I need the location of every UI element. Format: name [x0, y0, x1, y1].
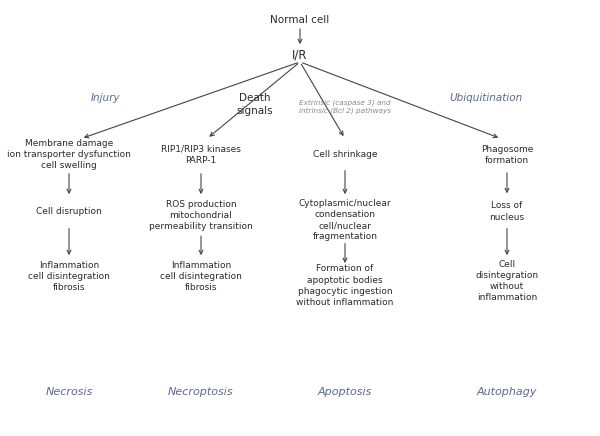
- Text: Extrinsic (caspase 3) and
intrinsic (Bcl 2) pathways: Extrinsic (caspase 3) and intrinsic (Bcl…: [299, 99, 391, 114]
- Text: I/R: I/R: [292, 48, 308, 61]
- Text: Necrosis: Necrosis: [46, 388, 92, 397]
- Text: Necroptosis: Necroptosis: [168, 388, 234, 397]
- Text: Ubiquitination: Ubiquitination: [449, 93, 523, 103]
- Text: Death
signals: Death signals: [236, 93, 274, 116]
- Text: Cell
disintegration
without
inflammation: Cell disintegration without inflammation: [475, 260, 539, 303]
- Text: Cell shrinkage: Cell shrinkage: [313, 150, 377, 159]
- Text: Autophagy: Autophagy: [477, 388, 537, 397]
- Text: Inflammation
cell disintegration
fibrosis: Inflammation cell disintegration fibrosi…: [160, 261, 242, 293]
- Text: Formation of
apoptotic bodies
phagocytic ingestion
without inflammation: Formation of apoptotic bodies phagocytic…: [296, 264, 394, 307]
- Text: Loss of
nucleus: Loss of nucleus: [490, 201, 524, 221]
- Text: Cytoplasmic/nuclear
condensation
cell/nuclear
fragmentation: Cytoplasmic/nuclear condensation cell/nu…: [299, 199, 391, 242]
- Text: Injury: Injury: [90, 93, 120, 103]
- Text: Inflammation
cell disintegration
fibrosis: Inflammation cell disintegration fibrosi…: [28, 261, 110, 293]
- Text: Phagosome
formation: Phagosome formation: [481, 145, 533, 165]
- Text: Cell disruption: Cell disruption: [36, 207, 102, 216]
- Text: ROS production
mitochondrial
permeability transition: ROS production mitochondrial permeabilit…: [149, 200, 253, 232]
- Text: Apoptosis: Apoptosis: [318, 388, 372, 397]
- Text: Membrane damage
ion transporter dysfunction
cell swelling: Membrane damage ion transporter dysfunct…: [7, 139, 131, 170]
- Text: Normal cell: Normal cell: [271, 15, 329, 24]
- Text: RIP1/RIP3 kinases
PARP-1: RIP1/RIP3 kinases PARP-1: [161, 145, 241, 165]
